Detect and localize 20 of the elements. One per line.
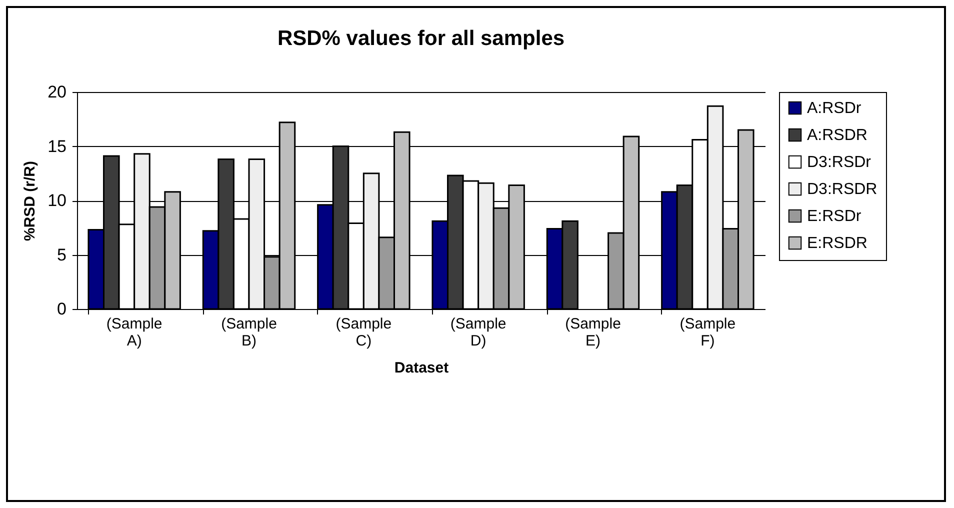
y-axis-title: %RSD (r/R) [22, 160, 39, 242]
legend-label: E:RSDR [807, 235, 868, 252]
x-tick-label: (Sample D) [450, 316, 506, 350]
x-tick-label: (Sample C) [336, 316, 392, 350]
legend-label: D3:RSDr [807, 154, 872, 171]
y-tick-label: 0 [57, 300, 66, 318]
x-tick-label: (Sample A) [106, 316, 162, 350]
legend-label: E:RSDr [807, 208, 862, 225]
x-tick-label: (Sample B) [221, 316, 277, 350]
x-tick-label: (Sample E) [565, 316, 621, 350]
y-tick-label: 20 [48, 82, 66, 102]
x-axis-title: Dataset [394, 360, 449, 376]
y-tick-label: 15 [48, 136, 66, 156]
legend-label: A:RSDr [807, 100, 862, 117]
y-tick-label: 5 [57, 245, 66, 264]
legend-label: D3:RSDR [807, 181, 878, 198]
legend-label: A:RSDR [807, 127, 868, 144]
y-tick-label: 10 [48, 191, 66, 210]
x-tick-label: (Sample F) [680, 316, 736, 350]
chart-title: RSD% values for all samples [277, 27, 565, 50]
